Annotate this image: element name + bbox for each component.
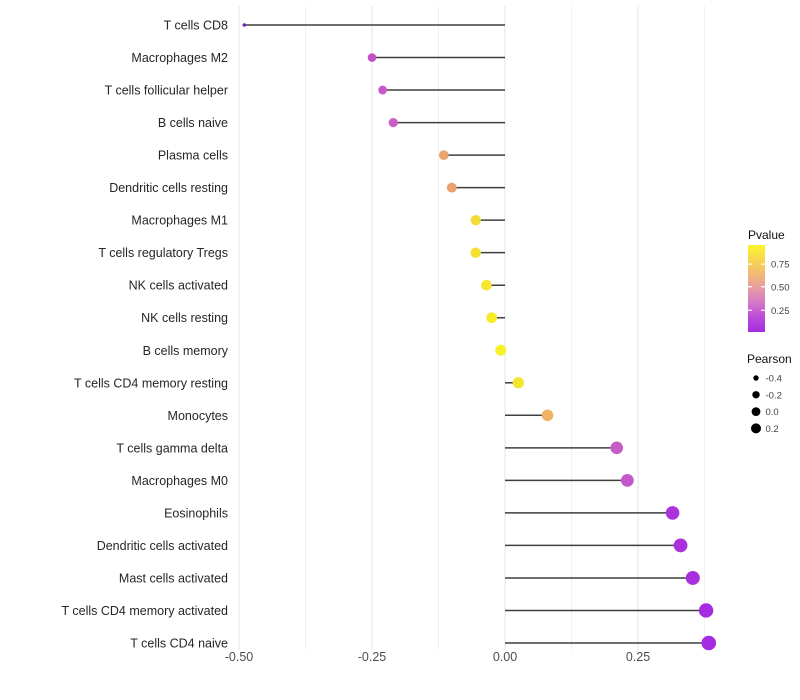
lollipop-row: T cells CD4 naive <box>130 635 717 651</box>
lollipop-row: Monocytes <box>168 409 554 423</box>
row-label: Plasma cells <box>158 149 228 163</box>
lollipop-row: NK cells activated <box>129 279 505 293</box>
colorbar-tick-label: 0.25 <box>771 306 790 317</box>
data-dot <box>388 117 398 128</box>
colorbar-rect <box>748 245 765 332</box>
size-legend-dot <box>751 423 761 434</box>
gridlines <box>238 6 705 650</box>
row-label: Mast cells activated <box>119 571 228 585</box>
row-label: B cells memory <box>143 344 229 358</box>
row-label: T cells CD4 memory activated <box>62 604 229 618</box>
data-dot <box>620 473 634 487</box>
lollipop-row: B cells memory <box>143 344 507 358</box>
lollipop-row: Macrophages M0 <box>131 473 634 488</box>
data-dot <box>701 635 717 651</box>
lollipop-row: Plasma cells <box>158 149 505 163</box>
x-tick-label: 0.25 <box>626 650 650 664</box>
row-label: Macrophages M0 <box>131 474 228 488</box>
data-dot <box>495 344 507 356</box>
size-legend-label: 0.2 <box>766 424 779 435</box>
pvalue-legend-title: Pvalue <box>748 228 785 242</box>
lollipop-row: Dendritic cells activated <box>97 538 688 553</box>
row-label: T cells CD4 naive <box>130 636 228 650</box>
row-label: NK cells activated <box>129 279 228 293</box>
data-dot <box>486 312 498 324</box>
lollipop-row: Dendritic cells resting <box>109 181 505 195</box>
lollipop-row: B cells naive <box>158 116 505 130</box>
size-legend-dot <box>753 375 759 381</box>
data-dot <box>446 182 457 193</box>
row-label: B cells naive <box>158 116 228 130</box>
x-axis-tick-labels: -0.50 -0.25 0.00 0.25 <box>225 650 650 664</box>
lollipop-row: NK cells resting <box>141 311 505 325</box>
lollipop-row: Macrophages M2 <box>131 51 505 65</box>
data-dot <box>367 53 377 62</box>
size-legend-label: -0.2 <box>766 390 782 401</box>
lollipop-row: T cells CD8 <box>164 19 505 33</box>
size-legend-dot <box>751 407 761 416</box>
colorbar-tick-label: 0.50 <box>771 282 790 293</box>
row-label: T cells CD4 memory resting <box>74 376 228 390</box>
data-dot <box>541 409 554 422</box>
data-dot <box>698 603 714 618</box>
data-dot <box>512 377 524 389</box>
pvalue-colorbar: 0.75 0.50 0.25 <box>748 245 790 332</box>
data-dot <box>665 506 680 520</box>
data-dot <box>242 23 247 27</box>
x-tick-label: -0.25 <box>358 650 387 664</box>
row-label: Macrophages M1 <box>131 214 228 228</box>
size-legend-label: 0.0 <box>766 407 779 418</box>
row-label: T cells follicular helper <box>105 84 228 98</box>
lollipop-row: T cells regulatory Tregs <box>98 246 505 260</box>
data-dot <box>470 247 481 258</box>
row-label: Dendritic cells resting <box>109 181 228 195</box>
size-legend-label: -0.4 <box>766 374 782 385</box>
size-legend-dot <box>752 391 760 399</box>
lollipop-row: Mast cells activated <box>119 570 700 585</box>
row-label: T cells gamma delta <box>116 441 228 455</box>
row-label: Dendritic cells activated <box>97 539 228 553</box>
lollipop-rows: T cells CD8 Macrophages M2 T cells follicu… <box>62 19 717 651</box>
lollipop-row: T cells CD4 memory resting <box>74 376 524 390</box>
data-dot <box>481 279 492 291</box>
lollipop-row: Eosinophils <box>164 506 680 520</box>
data-dot <box>470 214 481 226</box>
x-tick-label: 0.00 <box>493 650 517 664</box>
x-tick-label: -0.50 <box>225 650 254 664</box>
lollipop-row: T cells follicular helper <box>105 84 505 98</box>
row-label: Macrophages M2 <box>131 51 228 65</box>
data-dot <box>610 441 624 455</box>
lollipop-row: Macrophages M1 <box>131 214 505 228</box>
lollipop-row: T cells gamma delta <box>116 441 624 455</box>
pearson-legend-title: Pearson <box>747 352 792 366</box>
row-label: T cells CD8 <box>164 19 228 33</box>
legend: Pvalue 0.75 0.50 0.25 Pearson -0.4 -0.2 0.0 0… <box>747 228 792 435</box>
data-dot <box>438 150 449 161</box>
row-label: Eosinophils <box>164 506 228 520</box>
colorbar-tick-label: 0.75 <box>771 260 790 271</box>
lollipop-row: T cells CD4 memory activated <box>62 603 714 618</box>
pearson-size-legend: -0.4 -0.2 0.0 0.2 <box>751 374 782 435</box>
row-label: NK cells resting <box>141 311 228 325</box>
data-dot <box>685 570 700 585</box>
row-label: Monocytes <box>168 409 228 423</box>
row-label: T cells regulatory Tregs <box>98 246 228 260</box>
data-dot <box>673 538 688 553</box>
data-dot <box>378 85 388 95</box>
